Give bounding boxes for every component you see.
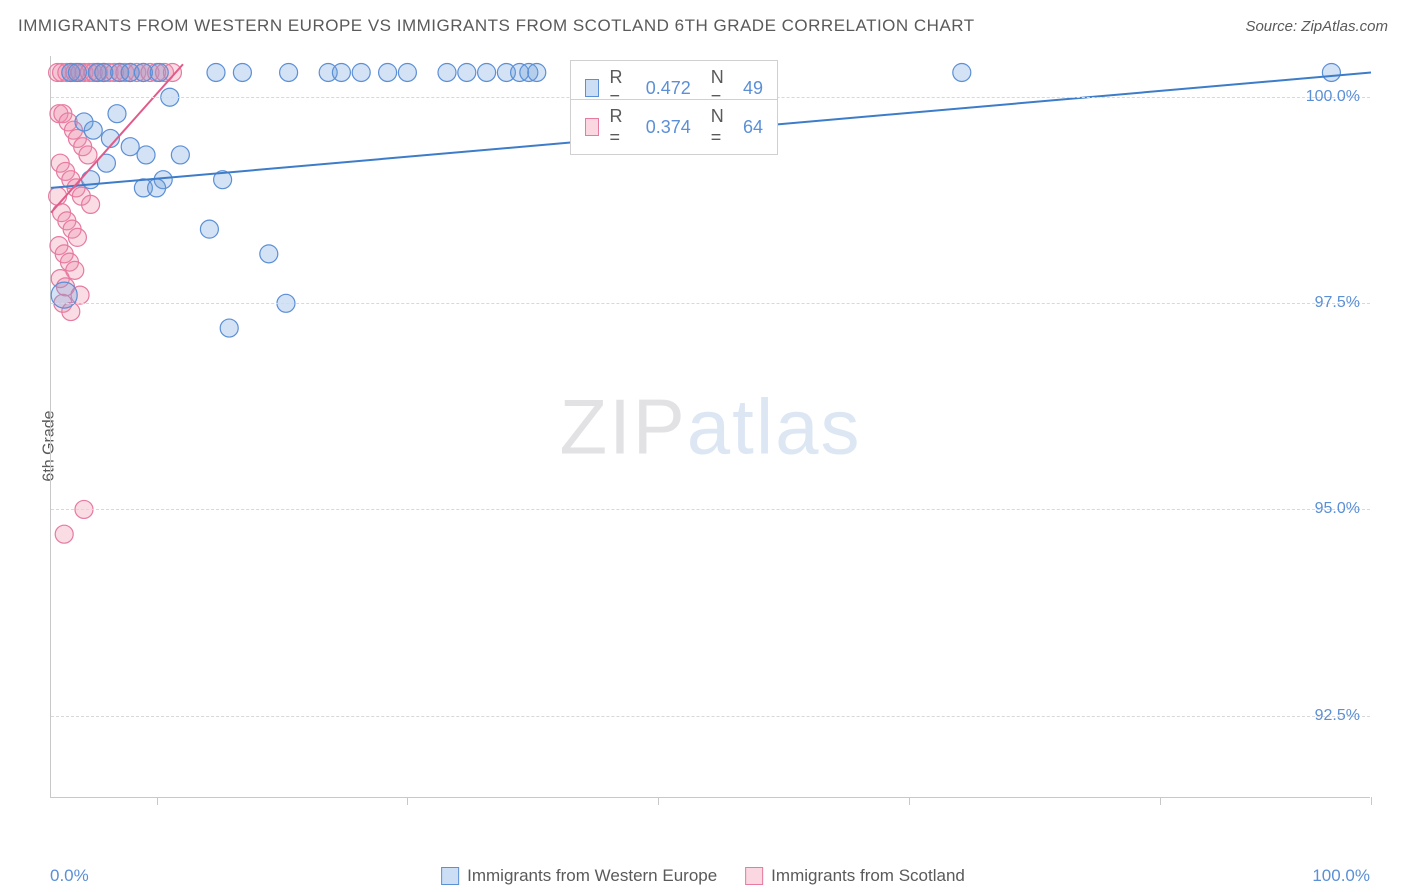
swatch-blue-icon	[441, 867, 459, 885]
data-point	[79, 146, 97, 164]
stat-r-label: R =	[609, 106, 631, 148]
legend-label: Immigrants from Western Europe	[467, 866, 717, 886]
data-point	[68, 228, 86, 246]
data-point	[150, 63, 168, 81]
x-tick	[1160, 797, 1161, 805]
legend: Immigrants from Western Europe Immigrant…	[441, 866, 965, 886]
chart-header: IMMIGRANTS FROM WESTERN EUROPE VS IMMIGR…	[18, 16, 1388, 36]
data-point	[55, 525, 73, 543]
data-point	[108, 105, 126, 123]
gridline	[51, 509, 1370, 510]
y-tick-label: 92.5%	[1315, 707, 1360, 725]
x-tick	[407, 797, 408, 805]
plot-area: ZIPatlas 100.0%97.5%95.0%92.5%	[50, 56, 1370, 798]
data-point	[207, 63, 225, 81]
data-point	[398, 63, 416, 81]
y-tick-label: 95.0%	[1315, 500, 1360, 518]
data-point	[458, 63, 476, 81]
x-tick	[909, 797, 910, 805]
data-point	[438, 63, 456, 81]
legend-item-series1: Immigrants from Western Europe	[441, 866, 717, 886]
x-tick	[1371, 797, 1372, 805]
data-point	[953, 63, 971, 81]
y-tick-label: 97.5%	[1315, 294, 1360, 312]
stat-n-value: 64	[743, 117, 763, 138]
x-axis-min-label: 0.0%	[50, 866, 89, 886]
data-point	[49, 187, 67, 205]
x-axis-max-label: 100.0%	[1312, 866, 1370, 886]
data-point	[84, 121, 102, 139]
stat-r-value: 0.472	[646, 78, 691, 99]
data-point	[171, 146, 189, 164]
legend-label: Immigrants from Scotland	[771, 866, 965, 886]
data-point	[332, 63, 350, 81]
data-point	[478, 63, 496, 81]
data-point	[148, 179, 166, 197]
scatter-svg	[51, 56, 1371, 798]
chart-title: IMMIGRANTS FROM WESTERN EUROPE VS IMMIGR…	[18, 16, 975, 36]
swatch-pink-icon	[745, 867, 763, 885]
data-point	[260, 245, 278, 263]
gridline	[51, 303, 1370, 304]
chart-source: Source: ZipAtlas.com	[1245, 18, 1388, 35]
data-point	[82, 195, 100, 213]
data-point	[352, 63, 370, 81]
data-point	[233, 63, 251, 81]
data-point	[379, 63, 397, 81]
stats-box-series2: R = 0.374 N = 64	[570, 99, 778, 155]
swatch-pink-icon	[585, 118, 599, 136]
x-tick	[157, 797, 158, 805]
data-point	[1322, 63, 1340, 81]
stat-n-label: N =	[711, 106, 733, 148]
data-point	[68, 63, 86, 81]
y-tick-label: 100.0%	[1306, 88, 1360, 106]
gridline	[51, 716, 1370, 717]
legend-item-series2: Immigrants from Scotland	[745, 866, 965, 886]
data-point	[220, 319, 238, 337]
data-point	[280, 63, 298, 81]
swatch-blue-icon	[585, 79, 599, 97]
data-point	[121, 138, 139, 156]
stat-n-value: 49	[743, 78, 763, 99]
stat-r-value: 0.374	[646, 117, 691, 138]
data-point	[528, 63, 546, 81]
data-point	[200, 220, 218, 238]
x-tick	[658, 797, 659, 805]
data-point	[137, 146, 155, 164]
